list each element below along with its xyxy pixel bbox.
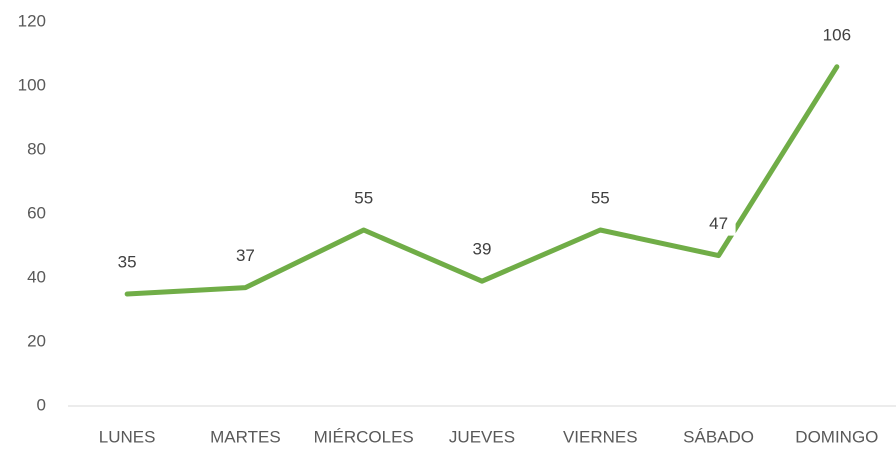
x-tick-label: JUEVES (449, 427, 515, 446)
x-tick-label: MARTES (210, 427, 281, 446)
data-label-bg (228, 245, 263, 268)
y-tick-label: 80 (27, 139, 46, 158)
x-tick-label: LUNES (99, 427, 156, 446)
x-tick-label: SÁBADO (683, 427, 754, 446)
data-label: 39 (473, 240, 492, 259)
y-tick-label: 40 (27, 267, 46, 286)
x-tick-label: DOMINGO (795, 427, 878, 446)
x-tick-label: MIÉRCOLES (314, 427, 414, 446)
y-tick-label: 0 (37, 395, 46, 414)
data-label: 35 (118, 252, 137, 271)
x-tick-label: VIERNES (563, 427, 638, 446)
y-tick-label: 120 (18, 11, 46, 30)
data-label-bg (583, 188, 618, 210)
data-label: 47 (709, 214, 728, 233)
data-label: 37 (236, 246, 255, 265)
data-line (124, 64, 840, 297)
data-label: 55 (591, 188, 610, 207)
y-tick-label: 100 (18, 75, 46, 94)
data-label-bg (819, 24, 854, 47)
y-tick-label: 20 (27, 331, 46, 350)
data-label: 55 (354, 188, 373, 207)
data-label: 106 (823, 25, 851, 44)
data-label-bg (346, 188, 381, 210)
data-label-bg (465, 239, 499, 262)
data-label-bg (701, 213, 736, 236)
data-label-bg (110, 252, 145, 274)
y-tick-label: 60 (27, 203, 46, 222)
